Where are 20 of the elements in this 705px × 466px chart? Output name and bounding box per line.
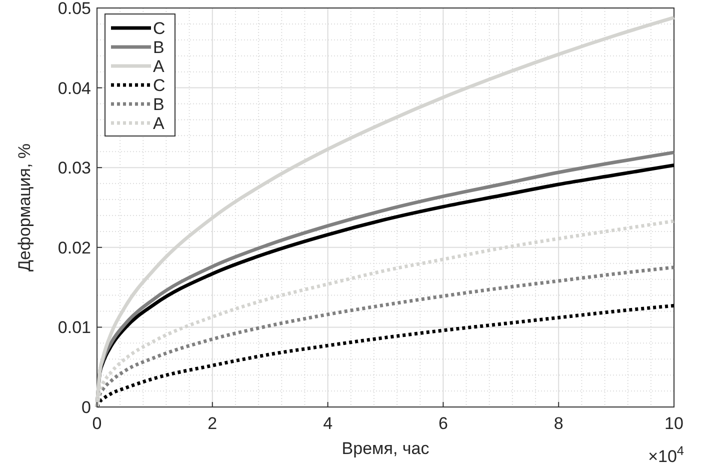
x-tick-label: 2 <box>208 414 218 433</box>
x-axis-title: Время, час <box>342 439 430 458</box>
y-tick-label: 0.04 <box>58 78 91 98</box>
legend-label: A <box>153 114 165 133</box>
legend-label: A <box>153 57 165 76</box>
y-tick-label: 0 <box>82 398 91 417</box>
x-tick-label: 4 <box>323 414 333 433</box>
legend-label: C <box>153 76 166 95</box>
y-axis-title: Деформация, % <box>15 143 34 272</box>
x-tick-label: 8 <box>554 414 564 433</box>
legend-label: C <box>153 19 166 38</box>
legend-label: B <box>153 95 164 114</box>
y-tick-label: 0.02 <box>58 238 91 258</box>
y-tick-label: 0.01 <box>58 318 91 338</box>
y-tick-label: 0.05 <box>58 0 91 18</box>
legend-label: B <box>153 38 164 57</box>
x-tick-label: 6 <box>438 414 448 433</box>
y-tick-label: 0.03 <box>58 158 91 178</box>
x-tick-label: 10 <box>664 414 684 433</box>
text: ×10$^{4}$ <box>648 442 684 466</box>
